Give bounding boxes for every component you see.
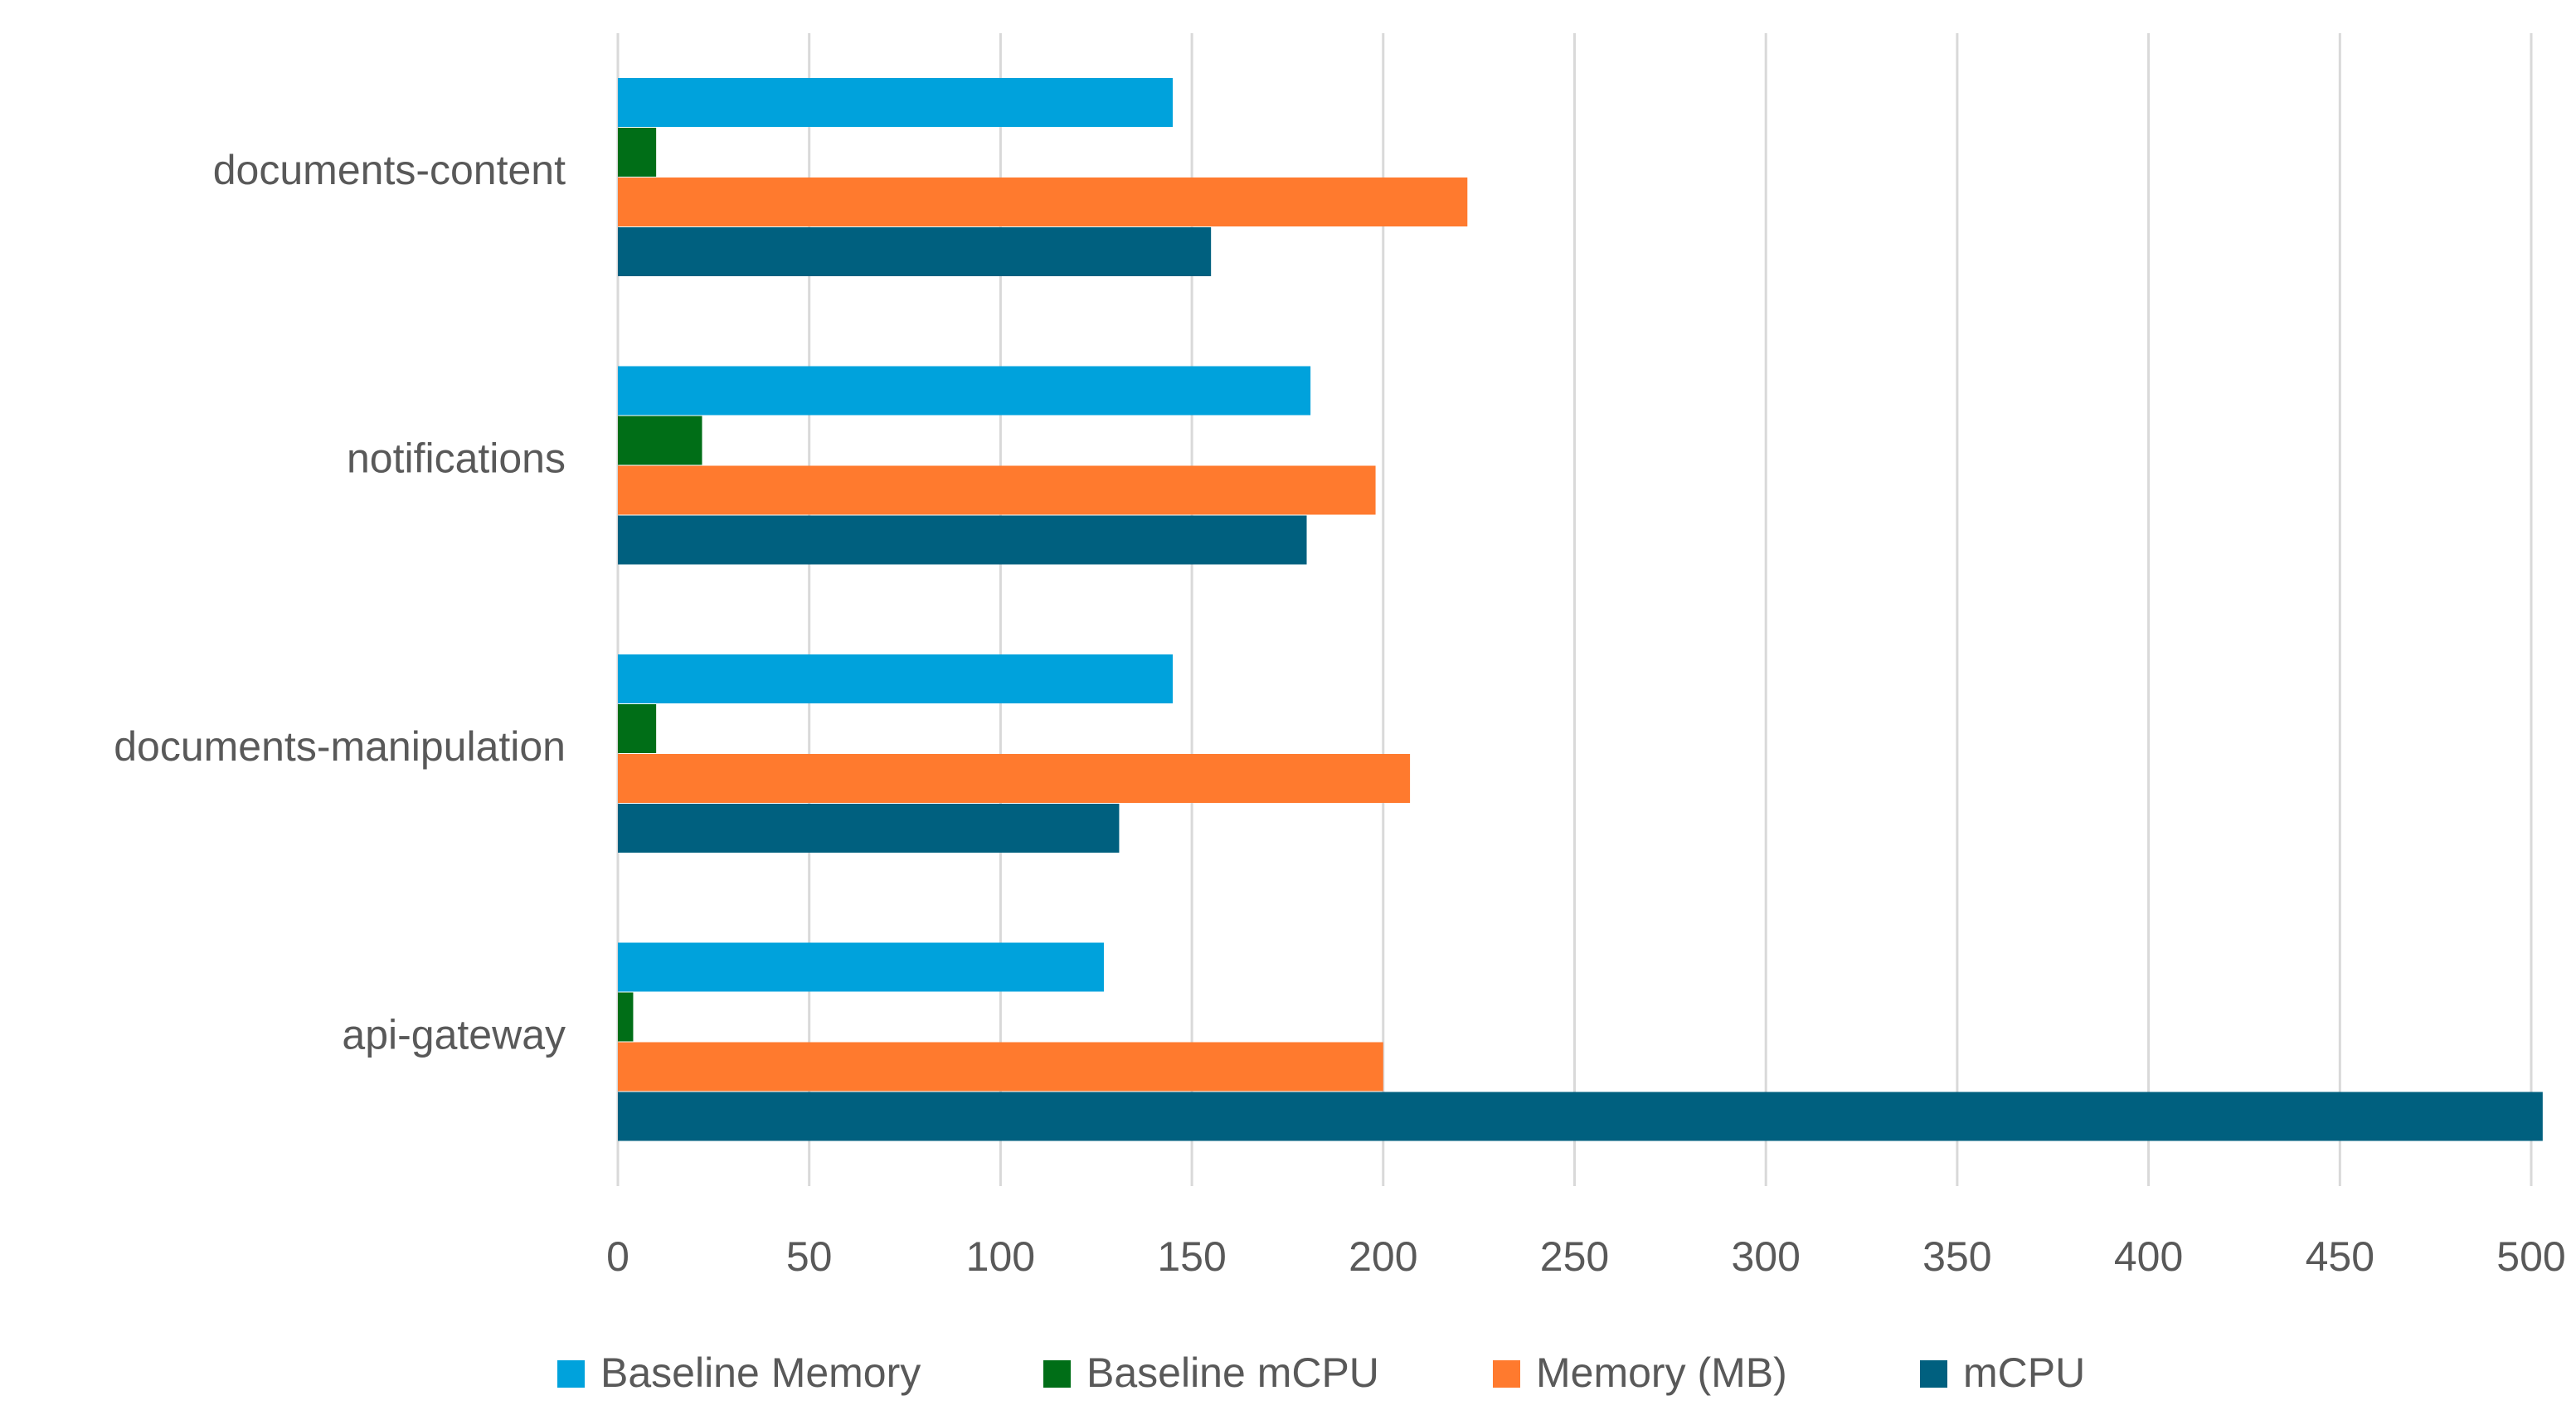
x-tick-label: 400 bbox=[2114, 1233, 2183, 1280]
bar-documents-content-memory-mb- bbox=[618, 178, 1468, 226]
bar-api-gateway-baseline-memory bbox=[618, 942, 1104, 992]
x-axis-ticks: 0 50 100 150 200 250 300 350 400 450 500 bbox=[606, 1233, 2566, 1280]
legend-label: Memory (MB) bbox=[1536, 1349, 1787, 1396]
bar-documents-manipulation-mcpu bbox=[618, 804, 1120, 853]
bars bbox=[618, 78, 2543, 1141]
legend-swatch bbox=[1493, 1360, 1520, 1388]
x-tick-label: 450 bbox=[2306, 1233, 2374, 1280]
bar-documents-content-mcpu bbox=[618, 227, 1212, 276]
x-tick-label: 300 bbox=[1731, 1233, 1800, 1280]
x-tick-label: 150 bbox=[1157, 1233, 1226, 1280]
category-labels: documents-content notifications documents-… bbox=[114, 147, 566, 1058]
x-tick-label: 50 bbox=[786, 1233, 833, 1280]
bar-documents-manipulation-baseline-memory bbox=[618, 654, 1174, 703]
x-tick-label: 500 bbox=[2496, 1233, 2565, 1280]
x-tick-label: 350 bbox=[1922, 1233, 1991, 1280]
legend-item: Memory (MB) bbox=[1493, 1349, 1787, 1396]
legend-item: Baseline mCPU bbox=[1043, 1349, 1379, 1396]
legend-label: Baseline mCPU bbox=[1086, 1349, 1379, 1396]
category-label: notifications bbox=[347, 435, 566, 482]
bar-documents-manipulation-memory-mb- bbox=[618, 754, 1411, 803]
bar-documents-manipulation-baseline-mcpu bbox=[618, 704, 657, 753]
legend-label: Baseline Memory bbox=[600, 1349, 921, 1396]
category-label: api-gateway bbox=[342, 1012, 566, 1058]
legend-swatch bbox=[1043, 1360, 1071, 1388]
legend: Baseline Memory Baseline mCPU Memory (MB) m… bbox=[557, 1349, 2085, 1396]
bar-documents-content-baseline-mcpu bbox=[618, 128, 657, 177]
legend-swatch bbox=[1920, 1360, 1947, 1388]
category-label: documents-content bbox=[213, 147, 566, 193]
bar-documents-content-baseline-memory bbox=[618, 78, 1174, 127]
x-tick-label: 200 bbox=[1349, 1233, 1417, 1280]
x-tick-label: 100 bbox=[966, 1233, 1035, 1280]
bar-notifications-baseline-mcpu bbox=[618, 416, 702, 465]
legend-item: mCPU bbox=[1920, 1349, 2085, 1396]
x-tick-label: 250 bbox=[1540, 1233, 1609, 1280]
bar-notifications-memory-mb- bbox=[618, 465, 1376, 515]
bar-api-gateway-mcpu bbox=[618, 1092, 2543, 1141]
category-label: documents-manipulation bbox=[114, 723, 566, 770]
x-tick-label: 0 bbox=[606, 1233, 629, 1280]
legend-item: Baseline Memory bbox=[557, 1349, 921, 1396]
bar-api-gateway-memory-mb- bbox=[618, 1042, 1383, 1092]
bar-notifications-mcpu bbox=[618, 515, 1307, 565]
legend-swatch bbox=[557, 1360, 585, 1388]
bar-api-gateway-baseline-mcpu bbox=[618, 992, 634, 1042]
legend-label: mCPU bbox=[1963, 1349, 2085, 1396]
bar-notifications-baseline-memory bbox=[618, 366, 1311, 416]
